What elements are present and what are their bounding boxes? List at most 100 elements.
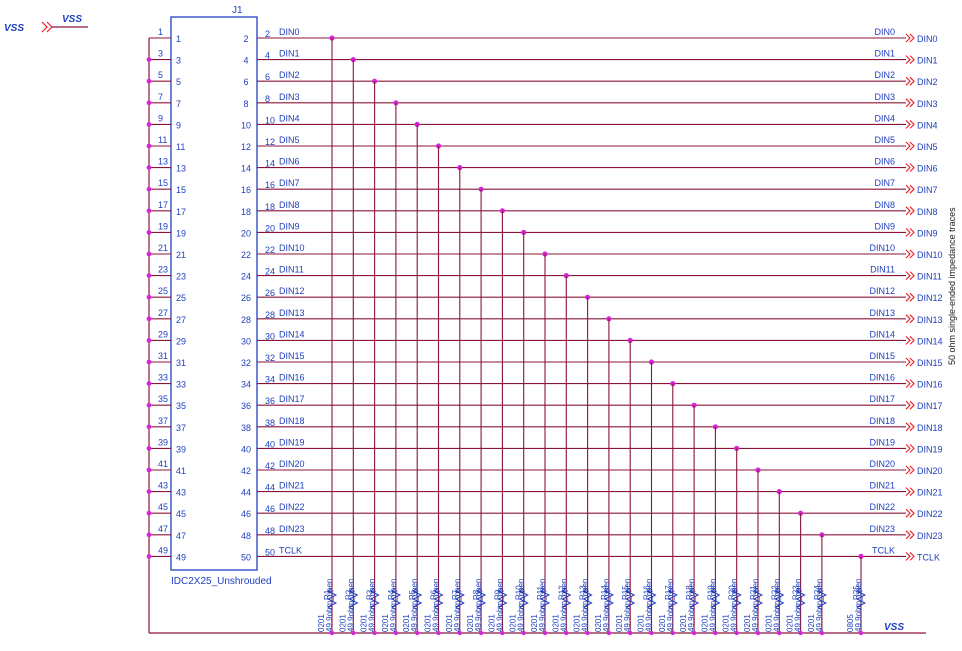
pin-row: 19 19 20 20 DIN9 DIN9 DIN9 xyxy=(146,221,938,238)
odd-pin-number-outer: 33 xyxy=(158,373,168,383)
signal-label-left: DIN18 xyxy=(279,416,305,426)
vss-junction xyxy=(457,630,462,636)
pin-row: 27 27 28 28 DIN13 DIN13 DIN13 xyxy=(146,308,943,325)
port-label: DIN4 xyxy=(917,120,938,130)
signal-label-right: DIN2 xyxy=(874,70,895,80)
even-pin-number-inner: 18 xyxy=(241,207,251,217)
pin-row: 13 13 14 14 DIN6 DIN6 DIN6 xyxy=(146,157,938,174)
signal-label-right: DIN8 xyxy=(874,200,895,210)
vss-junction xyxy=(755,630,761,636)
resistor-ref: R17 xyxy=(664,585,673,600)
port-arrow-icon xyxy=(905,487,915,496)
vss-port-label: VSS xyxy=(4,23,24,34)
even-pin-number-inner: 20 xyxy=(241,228,251,238)
pin-row: 43 43 44 44 DIN21 DIN21 DIN21 xyxy=(146,481,943,498)
vss-junction xyxy=(585,630,590,636)
vss-bottom-label: VSS xyxy=(884,622,904,633)
port-arrow-icon xyxy=(905,314,915,324)
resistor-package: 0201 xyxy=(786,614,795,632)
port-arrow-icon xyxy=(905,444,915,453)
even-pin-number-inner: 10 xyxy=(241,120,251,130)
resistor-ref: R10 xyxy=(515,585,524,600)
vss-junction xyxy=(819,630,825,636)
odd-pin-number-outer: 47 xyxy=(158,524,168,534)
port-label: DIN20 xyxy=(917,466,943,476)
signal-label-right: TCLK xyxy=(872,545,895,555)
vss-junction xyxy=(146,57,152,62)
signal-label-right: DIN19 xyxy=(869,437,895,447)
even-pin-number-inner: 50 xyxy=(241,552,251,562)
port-label: DIN1 xyxy=(917,56,938,66)
resistor-symbol-icon xyxy=(774,587,785,611)
resistor-package: 0201 xyxy=(424,614,433,632)
odd-pin-number-inner: 3 xyxy=(176,56,181,66)
pin-row: 9 9 10 10 DIN4 DIN4 DIN4 xyxy=(146,113,938,130)
resistor-value: 49.9ohm_open xyxy=(495,579,504,632)
vss-junction xyxy=(649,630,654,636)
resistor-package: 0201 xyxy=(360,614,369,632)
vss-junction xyxy=(146,402,152,408)
connector-body xyxy=(170,16,258,571)
odd-pin-number-outer: 41 xyxy=(158,459,168,469)
odd-pin-number-inner: 33 xyxy=(176,380,186,390)
port-label: DIN17 xyxy=(917,401,943,411)
port-arrow-icon xyxy=(905,292,915,302)
odd-pin-number-inner: 5 xyxy=(176,77,181,87)
signal-label-right: DIN13 xyxy=(869,308,895,318)
vss-junction xyxy=(146,294,152,300)
even-pin-number-inner: 40 xyxy=(241,444,251,454)
odd-pin-number-outer: 49 xyxy=(158,545,168,555)
port-arrow-icon xyxy=(905,98,915,108)
odd-pin-number-outer: 11 xyxy=(158,135,167,145)
signal-label-right: DIN17 xyxy=(869,394,895,404)
even-pin-number-outer: 48 xyxy=(265,526,275,536)
vss-junction xyxy=(415,630,420,636)
odd-pin-number-inner: 41 xyxy=(176,466,186,476)
resistor-package: 0201 xyxy=(743,614,752,632)
pin-row: 15 15 16 16 DIN7 DIN7 DIN7 xyxy=(146,178,938,195)
port-label: DIN18 xyxy=(917,423,943,433)
vss-junction xyxy=(146,554,152,559)
odd-pin-number-inner: 43 xyxy=(176,488,186,498)
resistor-symbol-icon xyxy=(625,587,636,611)
signal-label-right: DIN16 xyxy=(869,373,895,383)
even-pin-number-inner: 28 xyxy=(241,315,251,325)
resistor-ref: R2 xyxy=(344,589,353,600)
vss-junction xyxy=(146,467,152,473)
signal-label-left: DIN16 xyxy=(279,373,305,383)
odd-pin-number-outer: 13 xyxy=(158,157,168,167)
port-arrow-icon xyxy=(905,379,915,388)
odd-pin-number-inner: 31 xyxy=(176,358,186,368)
odd-pin-number-inner: 11 xyxy=(176,142,185,152)
resistor-symbol-icon xyxy=(433,587,444,611)
vss-junction xyxy=(146,273,152,278)
resistor-value: 49.9ohm_open xyxy=(794,579,803,632)
resistor-value: 49.9ohm_open xyxy=(368,579,377,632)
resistor-ref: R22 xyxy=(770,585,779,600)
port-label: DIN15 xyxy=(917,358,943,368)
resistor-ref: R14 xyxy=(600,585,609,600)
odd-pin-number-outer: 9 xyxy=(158,113,163,123)
port-label: DIN0 xyxy=(917,34,938,44)
pin-row: 33 33 34 34 DIN16 DIN16 DIN16 xyxy=(146,373,943,390)
vss-junction xyxy=(146,143,152,149)
port-arrow-icon xyxy=(905,465,915,475)
resistor-symbol-icon xyxy=(667,587,678,611)
signal-label-right: DIN22 xyxy=(869,502,895,512)
vss-net-label: VSS xyxy=(62,14,82,25)
signal-label-left: DIN0 xyxy=(279,27,300,37)
vss-junction xyxy=(628,630,633,636)
resistor-value: 49.9ohm_open xyxy=(730,579,739,632)
port-arrow-icon xyxy=(905,422,915,432)
resistor-symbol-icon xyxy=(731,587,742,611)
signal-label-right: DIN3 xyxy=(874,92,895,102)
pin-row: 1 1 2 2 DIN0 DIN0 DIN0 xyxy=(149,27,938,44)
